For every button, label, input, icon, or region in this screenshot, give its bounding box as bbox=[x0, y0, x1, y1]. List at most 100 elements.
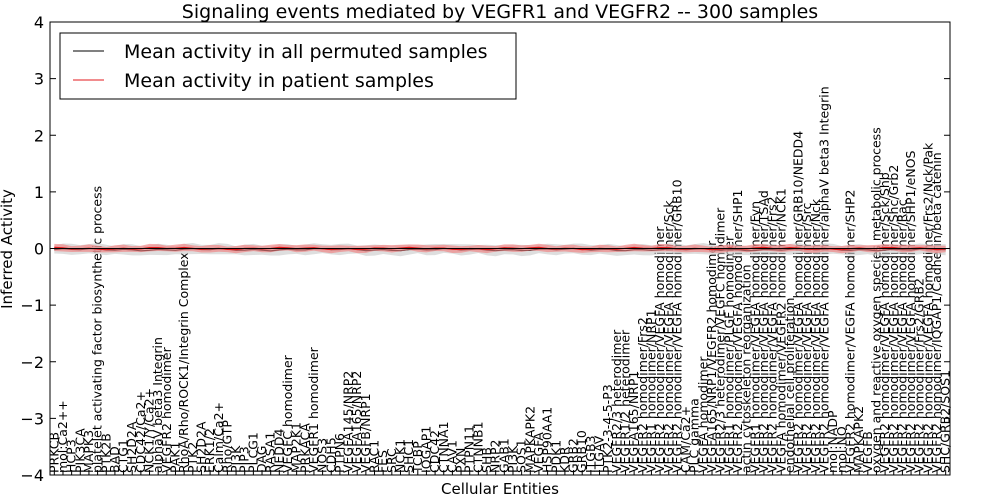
entity-label: VEGFA165/NRP2 bbox=[349, 371, 364, 473]
entity-label: SRC bbox=[384, 448, 399, 473]
entity-label: VEGFB/NRP1 bbox=[358, 393, 373, 473]
legend: Mean activity in all permuted samples Me… bbox=[59, 32, 517, 100]
entity-label: NOS3 bbox=[315, 438, 330, 473]
entity-label: PIK3CA bbox=[72, 428, 87, 473]
plot-area bbox=[50, 243, 950, 257]
entity-label: Rho/GTP bbox=[219, 420, 234, 473]
entity-label: VEGFR1 homodimer/PLGF homodimer bbox=[721, 235, 736, 473]
entity-label: CAM/Ca2+ bbox=[678, 406, 693, 473]
y-tick-label: 1 bbox=[34, 183, 44, 202]
entity-label: MAPK3 bbox=[81, 430, 96, 473]
entity-label: VEGFA165/NRP1 bbox=[626, 371, 641, 473]
entity-label: PTK2-3-4-5-P3 bbox=[600, 384, 615, 473]
entity-label: VEGFR2 homodimer/VEGFA homodimer/TSAd bbox=[756, 190, 771, 473]
entity-label: NCK1/Y/Ca2+ bbox=[142, 388, 157, 473]
entity-label: PIP3 bbox=[237, 446, 252, 473]
entity-label: Calm/Ca2+ bbox=[211, 402, 226, 473]
y-tick-label: 0 bbox=[34, 240, 44, 259]
entity-label: oxygen and reactive oxygen species metab… bbox=[868, 127, 883, 473]
entity-label: endothelial cell proliferation bbox=[782, 298, 797, 473]
entity-label: BAD bbox=[107, 446, 122, 473]
entity-label: VEGFR2 homodimer/VEGFA homodimer/Frs2/Nc… bbox=[920, 142, 935, 473]
entity-label: VEGFR2/3 heterodimer/VEGFC homodimer bbox=[713, 207, 728, 473]
entity-label: VEGFR2 homodimer/VEGFA homodimer/Shc/Grb… bbox=[886, 165, 901, 473]
entity-label: TCBP bbox=[410, 441, 425, 474]
entity-label: VEGFR2 homodimer/VEGFA homodimer/SHP2 bbox=[843, 190, 858, 474]
entity-label: VEGFR2 homodimer/VEGFA homodimer/SHP1 bbox=[730, 190, 745, 474]
entity-label: VEGFR2 homodimer/VEGFA homodimer bbox=[652, 226, 667, 473]
entity-label: PTK2B bbox=[98, 433, 113, 473]
entity-label: VEGFR1 homodimer/VEGFA homodimer/Fyn bbox=[747, 201, 762, 473]
plot-frame bbox=[49, 21, 951, 476]
entity-label: SHB bbox=[479, 447, 494, 473]
y-tick-label: 2 bbox=[34, 126, 44, 145]
y-tick-label: −3 bbox=[20, 409, 44, 428]
entity-label: NCK1 bbox=[393, 439, 408, 473]
entity-label: VEGFR2 homodimer/VEGFA homodimer/Rac bbox=[894, 199, 909, 473]
entity-label: IQGAP1 bbox=[418, 426, 433, 473]
entity-label: SH2D2A bbox=[124, 421, 139, 473]
entity-label: VEGFA145/NRP2 bbox=[341, 371, 356, 473]
entity-label: CTNNA1 bbox=[436, 421, 451, 473]
entity-label: SOS1 bbox=[514, 439, 529, 473]
entity-label: KDR bbox=[557, 446, 572, 473]
entity-label: VEGFR2 homodimer/Frs2/GRB2 bbox=[912, 278, 927, 473]
entity-label: FES bbox=[375, 450, 390, 473]
entity-label: VEGFA165/NRP1/VEGFR2 homodimer bbox=[704, 240, 719, 473]
legend-label-permuted: Mean activity in all permuted samples bbox=[124, 41, 487, 63]
entity-label: VEGFR2/3 heterodimer bbox=[609, 329, 624, 473]
entity-label: GAB1 bbox=[496, 438, 511, 473]
y-tick-label: 3 bbox=[34, 70, 44, 89]
legend-label-patient: Mean activity in patient samples bbox=[124, 70, 434, 92]
entity-label: PTPN6 bbox=[332, 433, 347, 473]
y-tick-label: −2 bbox=[20, 353, 44, 372]
entity-label: VEGFR2 homodimer/VEGFA homodimer/Nck bbox=[808, 198, 823, 473]
tick-labels-layer: −4 −3 −2 −1 0 1 2 3 4 bbox=[20, 13, 950, 485]
entity-label: CDH5 bbox=[323, 437, 338, 473]
entity-label: VEGFB bbox=[860, 431, 875, 473]
entity-label: VEGFR2 homodimer/VEGFA homodimer/alphaV … bbox=[817, 86, 832, 473]
entity-label: RhoA/Rho/ROCK1/Integrin Complex bbox=[176, 252, 191, 473]
entity-label: PRKACA bbox=[297, 423, 312, 473]
entity-label: VEGFR1/2 heterodimer bbox=[618, 329, 633, 473]
entity-label: SHC1 bbox=[401, 439, 416, 473]
entity-label: mol:NADP bbox=[825, 410, 840, 473]
entity-label: platelet activating factor biosynthetic … bbox=[90, 186, 105, 473]
entity-label: SH2D2A bbox=[193, 421, 208, 473]
y-axis-label: Inferred Activity bbox=[0, 189, 16, 309]
legend-box bbox=[59, 32, 517, 100]
entity-label: CAV1 bbox=[444, 440, 459, 473]
entity-label: VEGFR2 homodimer/VEGFA homodimer/Src bbox=[799, 203, 814, 473]
entity-label: VEGFA homodimer bbox=[695, 356, 710, 473]
entity-label: HSP90AA1 bbox=[540, 407, 555, 473]
entity-label: actin cytoskeleton reorganization bbox=[739, 264, 754, 473]
entity-label: RASA1 bbox=[263, 432, 278, 473]
entity-label: CDC42 bbox=[427, 430, 442, 473]
entity-label: RAC1 bbox=[367, 440, 382, 473]
entity-label: VEGFR2 homodimer/VEGFA homodimer/Frs2 bbox=[765, 196, 780, 473]
entity-label: mol:Ca2++ bbox=[55, 400, 70, 473]
entity-label: PTPN11 bbox=[462, 425, 477, 473]
entity-label: VEGFR2 homodimer/VEGFA homodimer/GRB10/N… bbox=[791, 131, 806, 473]
entity-label: VEGFC homodimer bbox=[280, 354, 295, 473]
entity-label: ITGAV bbox=[592, 435, 607, 473]
entity-label: VEGFR2 homodimer/VEGFA homodimer/SHP1/eN… bbox=[903, 150, 918, 473]
y-tick-label: −4 bbox=[20, 466, 44, 485]
entity-label: CTNNB1 bbox=[470, 421, 485, 473]
entity-label: VEGFR1 homodimer/NRP1 bbox=[643, 309, 658, 472]
entity-label: HCP3 bbox=[64, 439, 79, 473]
entity-label: VEGFA homodimer/VEGFR2 homodimer/NCK1 bbox=[773, 188, 788, 473]
entity-label: NEDD4 bbox=[271, 428, 286, 472]
entity-label: VEGFR2 homodimer/VEGFA homodimer/Sck bbox=[661, 200, 676, 473]
entity-label: PXN bbox=[453, 448, 468, 473]
entity-label: PLCG1 bbox=[245, 432, 260, 473]
entity-label: CTG1 bbox=[116, 439, 131, 473]
entity-label: GRB10 bbox=[574, 430, 589, 473]
entity-label: ITGB3 bbox=[583, 435, 598, 473]
entity-label: PTK2 bbox=[185, 442, 200, 473]
entity-label: VEGFR2 homodimer/IQGAP1/Cadherin/beta ca… bbox=[929, 152, 944, 473]
entity-label: VEGFR2 homodimer/Frs2 bbox=[635, 317, 650, 473]
entity-label: PAK1 bbox=[168, 442, 183, 473]
